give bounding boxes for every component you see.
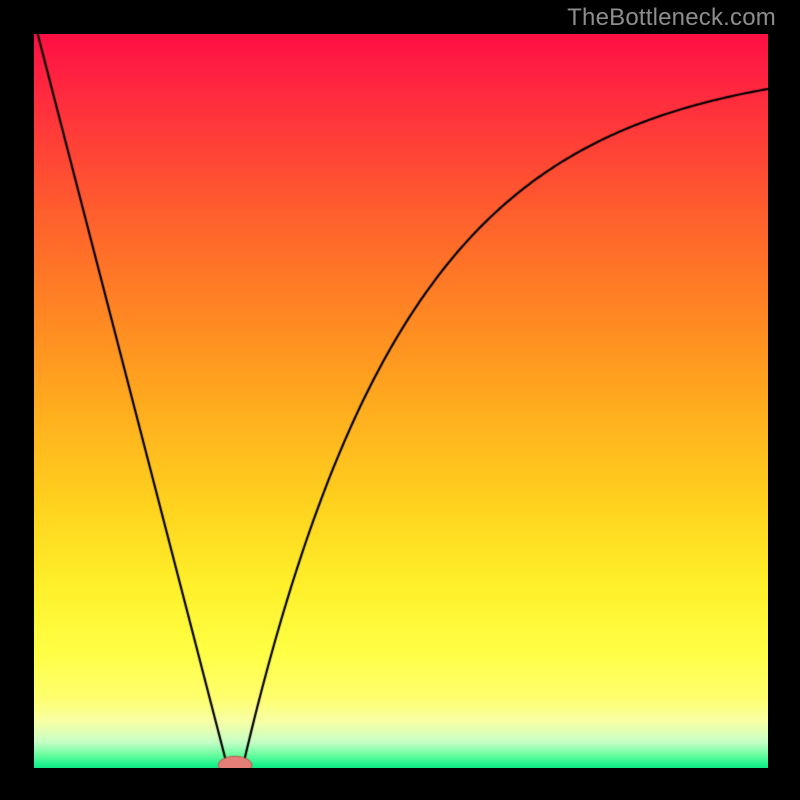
watermark-text: TheBottleneck.com	[567, 4, 776, 32]
bottleneck-chart	[34, 34, 768, 768]
